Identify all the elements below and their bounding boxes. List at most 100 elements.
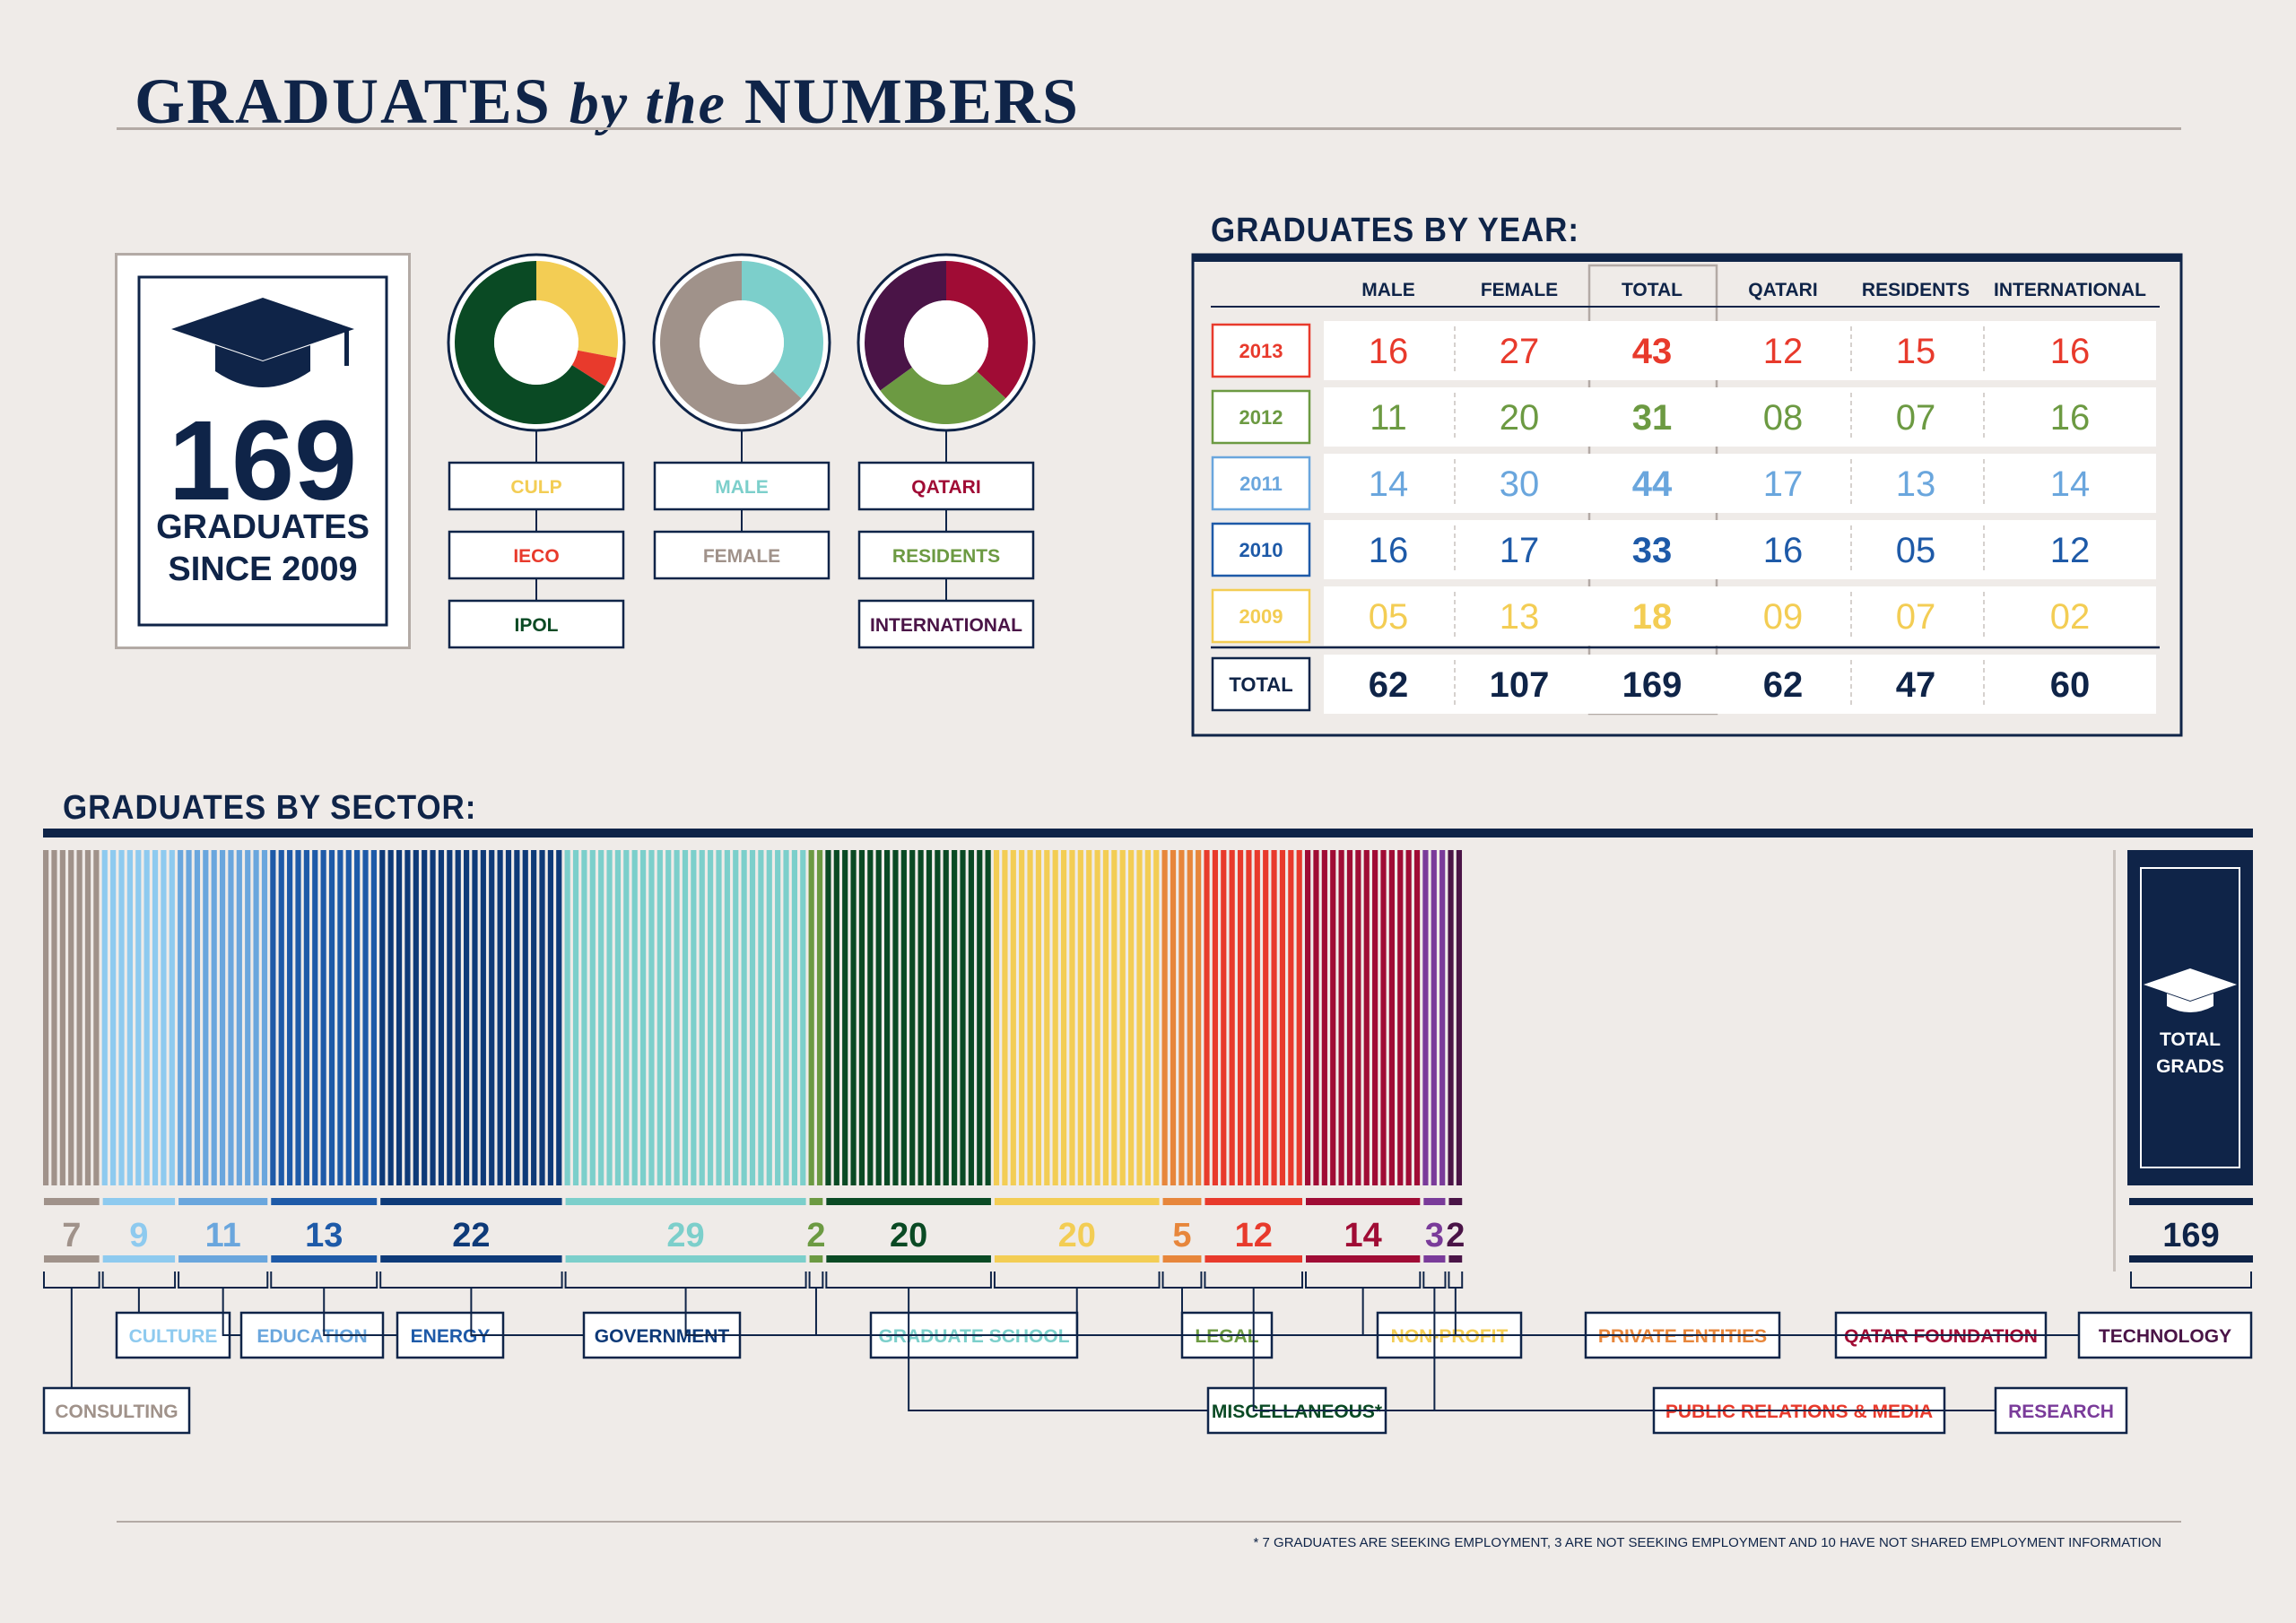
legend-box-male — [653, 461, 831, 511]
total-grads-value: 169 — [2162, 1217, 2219, 1254]
graduate-stripe — [1010, 850, 1016, 1185]
graduate-stripe — [564, 850, 570, 1185]
graduate-stripe — [295, 850, 301, 1185]
year-label-box — [1211, 588, 1311, 644]
year-label: 2009 — [1239, 605, 1283, 628]
sector-bar-bottom — [994, 1255, 1160, 1263]
graduate-stripe — [1196, 850, 1202, 1185]
graduate-stripe — [1178, 850, 1185, 1185]
graduate-stripe — [1019, 850, 1025, 1185]
cell-male: 11 — [1370, 398, 1407, 438]
graduate-stripe — [480, 850, 486, 1185]
graduate-stripe — [1439, 850, 1446, 1185]
sector-label-box — [2077, 1311, 2253, 1359]
sector-label: MISCELLANEOUS* — [1212, 1402, 1383, 1422]
row-band — [1324, 387, 2156, 447]
cell-total: 169 — [1622, 665, 1683, 705]
sector-label: GOVERNMENT — [595, 1326, 730, 1347]
sector-bracket — [1422, 1271, 1447, 1289]
sector-label-box — [115, 1311, 231, 1359]
donut-program: CULP IECO IPOL — [447, 253, 626, 649]
cell-total: 31 — [1632, 398, 1673, 438]
graduate-stripe — [211, 850, 217, 1185]
column-header-international: INTERNATIONAL — [1994, 280, 2146, 300]
graduate-stripe — [312, 850, 318, 1185]
column-header-total: TOTAL — [1622, 280, 1683, 300]
sector-bar-top — [271, 1198, 378, 1205]
graduate-stripe — [396, 850, 403, 1185]
cell-total: 18 — [1632, 597, 1673, 637]
sector-label: ENERGY — [411, 1326, 491, 1347]
graduate-stripe — [1102, 850, 1109, 1185]
sector-value: 13 — [305, 1217, 343, 1254]
graduate-stripe — [1069, 850, 1075, 1185]
graduate-stripe — [665, 850, 672, 1185]
table-row: 2010 16 17 33 16 05 12 — [1211, 520, 2156, 579]
graduate-stripe — [76, 850, 83, 1185]
sector-connector — [1454, 1288, 2165, 1336]
sector-non-profit: 20 NON-PROFIT — [993, 850, 1523, 1359]
cell-female: 17 — [1500, 531, 1540, 570]
year-label: 2010 — [1239, 539, 1283, 561]
graduate-stripe — [623, 850, 630, 1185]
graduate-stripe — [531, 850, 537, 1185]
graduate-stripe — [1027, 850, 1033, 1185]
sector-research: 3 RESEARCH — [1422, 850, 2128, 1435]
year-label: 2013 — [1239, 340, 1283, 362]
sector-label: PUBLIC RELATIONS & MEDIA — [1665, 1402, 1933, 1422]
total-grads-inner-frame — [2140, 867, 2240, 1168]
graduate-stripe — [952, 850, 958, 1185]
sector-label-box — [42, 1386, 191, 1435]
graduate-stripe — [1363, 850, 1370, 1185]
total-graduates-label-2: SINCE 2009 — [168, 551, 357, 588]
cell-qatari: 12 — [1763, 332, 1804, 371]
table-row: 2012 11 20 31 08 07 16 — [1211, 387, 2156, 447]
graduate-stripe — [1388, 850, 1395, 1185]
sector-bracket — [825, 1271, 992, 1289]
graduate-stripe — [556, 850, 562, 1185]
graduate-stripe — [825, 850, 831, 1185]
graduate-stripe — [354, 850, 361, 1185]
sector-bar-top — [1205, 1198, 1302, 1205]
sector-label: RESEARCH — [2008, 1402, 2114, 1422]
graduate-stripe — [522, 850, 528, 1185]
sector-value: 9 — [129, 1217, 148, 1254]
graduate-stripe — [1413, 850, 1421, 1185]
graduate-stripe — [935, 850, 941, 1185]
graduate-stripe — [884, 850, 891, 1185]
graduate-stripe — [1153, 850, 1160, 1185]
graduate-stripe — [977, 850, 983, 1185]
graduate-stripe — [245, 850, 251, 1185]
graduate-stripe — [186, 850, 192, 1185]
sector-value: 14 — [1344, 1217, 1382, 1254]
graduate-stripe — [1346, 850, 1353, 1185]
footnote: * 7 GRADUATES ARE SEEKING EMPLOYMENT, 3 … — [1253, 1535, 2161, 1550]
sector-bar-bottom — [44, 1255, 100, 1263]
sector-value: 22 — [452, 1217, 490, 1254]
sector-label: CULTURE — [129, 1326, 218, 1347]
graduate-stripe — [648, 850, 655, 1185]
year-label: 2011 — [1239, 473, 1283, 495]
graduate-stripe — [472, 850, 478, 1185]
donut-slice-ieco — [571, 350, 617, 386]
graduate-stripe — [1355, 850, 1361, 1185]
graduates-by-sector-chart: 7CONSULTING9CULTURE11EDUCATION13ENERGY22… — [42, 829, 2253, 1435]
graduate-stripe — [800, 850, 806, 1185]
graduate-stripe — [960, 850, 966, 1185]
graduate-stripe — [657, 850, 663, 1185]
graduate-stripe — [1170, 850, 1177, 1185]
sector-bar-top — [380, 1198, 562, 1205]
graduate-stripe — [261, 850, 268, 1185]
title-part-3: NUMBERS — [744, 65, 1080, 137]
year-label-box — [1211, 389, 1311, 445]
page-title: GRADUATES by the NUMBERS — [135, 65, 1080, 139]
graduate-stripe — [850, 850, 857, 1185]
cell-qatari: 09 — [1763, 597, 1804, 637]
graduate-stripe — [387, 850, 394, 1185]
graduate-stripe — [1052, 850, 1058, 1185]
sector-connector — [1433, 1288, 2061, 1411]
graduate-stripe — [581, 850, 587, 1185]
donut-slice-female — [660, 261, 802, 424]
total-label-box — [1211, 656, 1311, 712]
